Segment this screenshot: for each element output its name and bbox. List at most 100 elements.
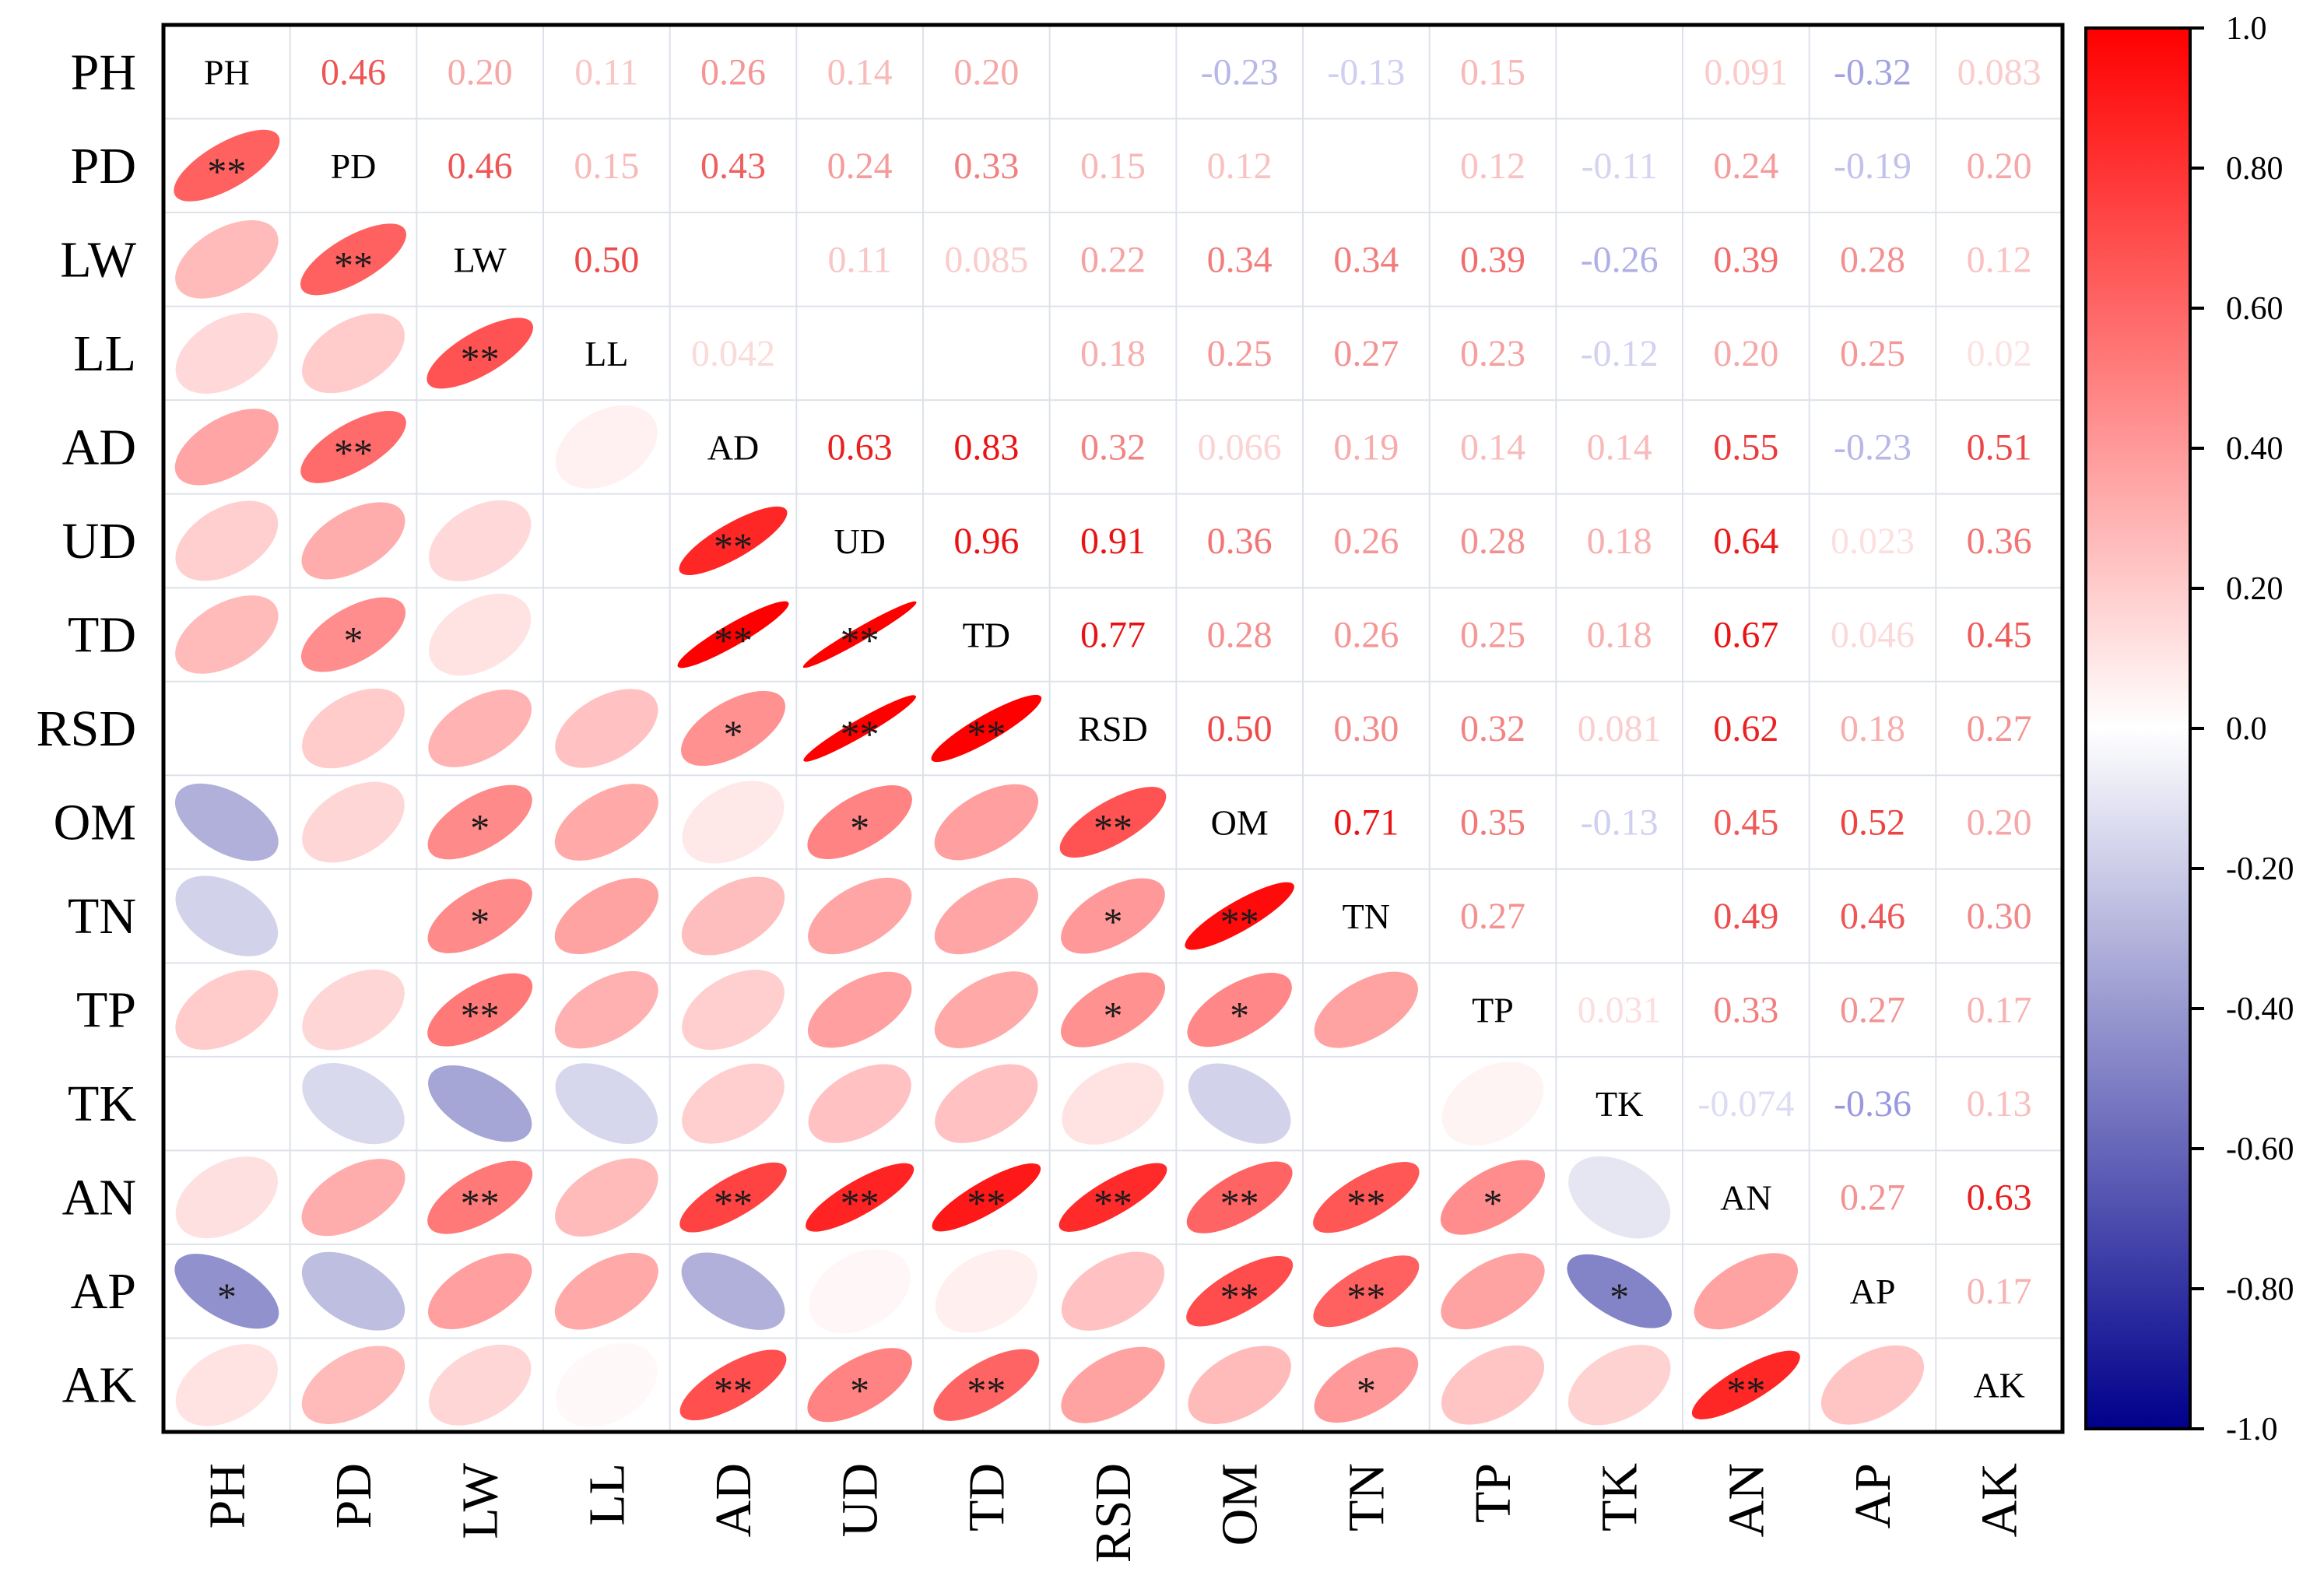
row-label-om: OM xyxy=(54,795,136,851)
corr-value-an-ap: 0.27 xyxy=(1840,1177,1905,1219)
corr-value-ll-rsd: 0.18 xyxy=(1080,333,1146,374)
corr-value-ud-td: 0.96 xyxy=(953,521,1019,562)
corr-ellipse-rsd-ud xyxy=(803,695,916,762)
corr-value-ll-ap: 0.25 xyxy=(1840,333,1905,374)
significance-mark-td-ud: ** xyxy=(841,618,879,661)
significance-mark-rsd-ad: * xyxy=(724,712,743,756)
col-label-rsd: RSD xyxy=(1085,1463,1142,1563)
corr-ellipse-ap-om xyxy=(1186,1255,1294,1327)
significance-mark-rsd-td: ** xyxy=(967,712,1006,756)
corr-value-ud-om: 0.36 xyxy=(1207,521,1273,562)
row-label-lw: LW xyxy=(60,231,136,288)
corr-ellipse-ad-pd xyxy=(300,410,406,483)
col-label-lw: LW xyxy=(452,1462,509,1539)
significance-mark-ak-an: ** xyxy=(1726,1369,1765,1412)
corr-value-lw-ud: 0.11 xyxy=(828,239,892,280)
corr-value-td-ap: 0.046 xyxy=(1831,614,1915,655)
corr-value-ad-ap: -0.23 xyxy=(1834,426,1912,468)
significance-mark-rsd-ud: ** xyxy=(841,712,879,756)
corr-value-tp-tk: 0.031 xyxy=(1578,990,1662,1031)
colorbar-tick-label: -0.60 xyxy=(2226,1132,2294,1167)
corr-ellipse-ap-ud xyxy=(809,1249,911,1334)
corr-value-om-ap: 0.52 xyxy=(1840,802,1905,844)
corr-value-lw-rsd: 0.22 xyxy=(1080,239,1146,280)
colorbar-tick-label: -0.80 xyxy=(2226,1272,2294,1307)
corr-value-lw-ll: 0.50 xyxy=(574,239,639,280)
corr-value-rsd-om: 0.50 xyxy=(1207,708,1273,749)
diagonal-label-ak: AK xyxy=(1973,1366,2024,1405)
diagonal-label-ll: LL xyxy=(585,334,628,374)
row-label-tp: TP xyxy=(76,982,136,1039)
col-label-tn: TN xyxy=(1338,1463,1395,1532)
corr-ellipse-an-td xyxy=(932,1163,1041,1232)
corr-ellipse-ad-ph xyxy=(174,409,279,486)
corr-value-ap-ak: 0.17 xyxy=(1967,1271,2032,1312)
diagonal-label-ud: UD xyxy=(834,521,885,561)
corr-ellipse-tk-ad xyxy=(682,1063,785,1144)
corr-value-pd-ad: 0.43 xyxy=(700,146,766,187)
corr-ellipse-tn-ph xyxy=(175,875,279,956)
row-label-tn: TN xyxy=(68,888,136,945)
corr-value-ph-pd: 0.46 xyxy=(321,51,386,93)
corr-ellipse-tp-ph xyxy=(175,970,279,1050)
corr-value-om-tn: 0.71 xyxy=(1333,802,1399,844)
corr-value-ll-an: 0.20 xyxy=(1713,333,1778,374)
colorbar-tick-label: 0.40 xyxy=(2226,431,2284,467)
corr-value-ud-tn: 0.26 xyxy=(1333,521,1399,562)
corr-ellipse-an-lw xyxy=(427,1160,533,1234)
corr-ellipse-ak-ph xyxy=(175,1344,278,1426)
corr-value-pd-om: 0.12 xyxy=(1207,146,1273,187)
corr-value-lw-tn: 0.34 xyxy=(1333,239,1399,280)
corr-ellipse-om-pd xyxy=(302,781,405,863)
colorbar-tick-label: -1.0 xyxy=(2226,1412,2278,1447)
corr-value-rsd-an: 0.62 xyxy=(1713,708,1778,749)
colorbar-tick-label: 0.20 xyxy=(2226,571,2284,607)
corr-ellipse-ll-ph xyxy=(175,312,279,394)
row-label-ll: LL xyxy=(73,325,136,382)
corr-value-ud-an: 0.64 xyxy=(1713,521,1778,562)
corr-ellipse-tp-lw xyxy=(427,973,533,1047)
corr-value-pd-td: 0.33 xyxy=(953,146,1019,187)
corr-ellipse-om-td xyxy=(934,784,1039,861)
col-label-pd: PD xyxy=(325,1463,382,1528)
corr-value-pd-ap: -0.19 xyxy=(1834,146,1912,187)
corr-ellipse-tp-ud xyxy=(807,971,912,1048)
corr-value-ll-ad: 0.042 xyxy=(691,333,775,374)
corr-ellipse-tn-rsd xyxy=(1061,878,1165,954)
col-label-td: TD xyxy=(958,1463,1015,1532)
corr-value-tk-ak: 0.13 xyxy=(1967,1083,2032,1125)
diagonal-label-tp: TP xyxy=(1472,991,1514,1030)
corr-value-lw-td: 0.085 xyxy=(944,239,1028,280)
significance-mark-td-ad: ** xyxy=(714,618,753,661)
corr-ellipse-tp-tn xyxy=(1314,971,1418,1048)
significance-mark-an-ad: ** xyxy=(714,1181,753,1225)
corr-value-td-rsd: 0.77 xyxy=(1080,614,1146,655)
corr-ellipse-tk-td xyxy=(935,1064,1038,1143)
corr-ellipse-td-lw xyxy=(429,593,532,676)
corr-ellipse-an-ph xyxy=(175,1156,278,1239)
corr-value-ph-ad: 0.26 xyxy=(700,51,766,93)
corr-value-ph-lw: 0.20 xyxy=(448,51,513,93)
corr-value-tn-an: 0.49 xyxy=(1713,896,1778,937)
corr-ellipse-ap-rsd xyxy=(1061,1251,1165,1331)
corr-ellipse-tn-ll xyxy=(554,878,658,955)
row-label-an: AN xyxy=(62,1170,136,1226)
corr-ellipse-ak-ud xyxy=(807,1348,912,1423)
corr-ellipse-an-ll xyxy=(555,1158,658,1237)
corr-value-lw-tp: 0.39 xyxy=(1460,239,1525,280)
corr-value-tk-ap: -0.36 xyxy=(1834,1083,1912,1125)
corr-value-ll-ak: 0.02 xyxy=(1967,333,2032,374)
corr-ellipse-om-rsd xyxy=(1059,787,1167,858)
corr-ellipse-an-pd xyxy=(301,1159,405,1237)
corr-ellipse-an-tp xyxy=(1440,1160,1546,1235)
corr-ellipse-ak-om xyxy=(1188,1346,1291,1425)
col-label-ll: LL xyxy=(578,1463,635,1526)
row-label-td: TD xyxy=(68,606,136,663)
corr-value-rsd-tk: 0.081 xyxy=(1578,708,1662,749)
col-label-tk: TK xyxy=(1592,1463,1648,1532)
corr-ellipse-ak-td xyxy=(933,1349,1040,1421)
corr-ellipse-ud-lw xyxy=(428,500,532,582)
corr-value-ud-rsd: 0.91 xyxy=(1080,521,1146,562)
corr-ellipse-an-rsd xyxy=(1058,1163,1167,1232)
col-label-an: AN xyxy=(1718,1463,1775,1537)
